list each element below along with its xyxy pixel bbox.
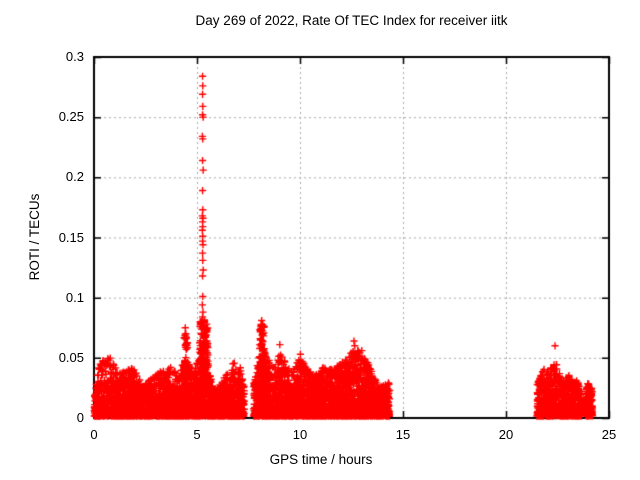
y-tick-label: 0.2 <box>65 169 84 185</box>
y-tick-label: 0.3 <box>65 49 84 64</box>
x-tick-label: 15 <box>395 427 411 442</box>
x-tick-label: 10 <box>292 427 308 442</box>
x-tick-label: 5 <box>193 427 201 442</box>
x-axis-label: GPS time / hours <box>269 452 373 467</box>
y-tick-label: 0.1 <box>65 289 84 305</box>
chart-title: Day 269 of 2022, Rate Of TEC Index for r… <box>195 13 508 28</box>
y-tick-label: 0.05 <box>58 349 84 365</box>
x-tick-label: 0 <box>90 427 98 442</box>
y-tick-label: 0.25 <box>58 109 84 125</box>
x-tick-label: 20 <box>498 427 514 442</box>
x-tick-label: 25 <box>601 427 617 442</box>
y-tick-label: 0.15 <box>58 229 84 245</box>
y-tick-label: 0 <box>76 410 84 425</box>
